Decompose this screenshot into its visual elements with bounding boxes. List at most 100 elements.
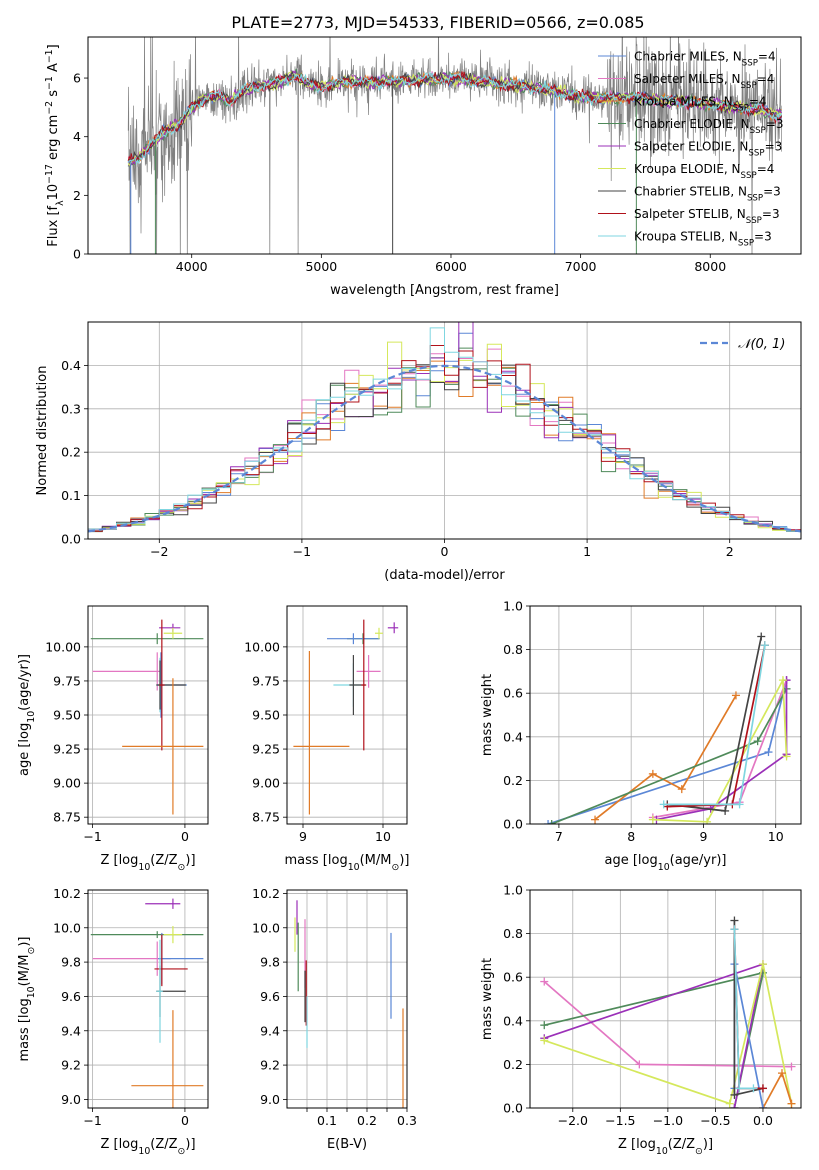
x-axis-label-part: age [log <box>605 853 658 868</box>
y-axis-label: Normed distribution <box>35 366 50 496</box>
x-tick-label: 9 <box>699 829 707 844</box>
panel-mass-vs-Z: −1 09.09.29.49.69.810.010.2Z [log10(Z/Z⊙)… <box>17 886 209 1157</box>
x-tick-label: 10 <box>768 829 784 844</box>
y-tick-label: 1.0 <box>503 883 523 898</box>
legend-label-part: SSP <box>738 239 754 249</box>
y-tick-label: 9.25 <box>252 742 280 757</box>
y-axis-label: mass weight <box>480 674 495 756</box>
x-tick-label: 5000 <box>305 259 337 274</box>
x-axis-label-part: ⊙ <box>695 1146 703 1157</box>
x-axis-label: E(B-V) <box>327 1137 367 1152</box>
x-axis-label-part: mass [log <box>285 853 348 868</box>
x-tick-label: −1.0 <box>653 1113 683 1128</box>
x-tick-label: −2 <box>150 544 168 559</box>
weight-line <box>544 971 765 1108</box>
x-axis-label-part: )] <box>185 1137 195 1152</box>
x-tick-label: −1 <box>83 1113 101 1128</box>
y-tick-label: 0.0 <box>61 532 81 547</box>
x-tick-label: 8000 <box>694 259 726 274</box>
y-tick-label: 9.25 <box>53 742 81 757</box>
y-tick-label: 9.75 <box>252 673 280 688</box>
y-tick-label: 6 <box>73 71 81 86</box>
model-spectrum-line <box>128 72 783 166</box>
y-axis-label-part: ] <box>46 44 61 49</box>
plot-area <box>88 322 801 533</box>
x-axis-label-part: 10 <box>348 862 360 873</box>
legend-label-part: =3 <box>765 140 783 154</box>
legend-label-part: Chabrier MILES, N <box>634 50 742 64</box>
y-tick-label: 8.75 <box>53 810 81 825</box>
legend-label: Kroupa STELIB, NSSP=3 <box>634 230 772 249</box>
x-axis-label-part: )] <box>703 1137 713 1152</box>
x-tick-label: −1 <box>293 544 311 559</box>
legend-label-part: Kroupa ELODIE, N <box>634 162 741 176</box>
x-tick-label: 7 <box>555 829 563 844</box>
y-axis-label-part: (M/M <box>17 955 32 987</box>
legend-label-part: =3 <box>754 230 772 244</box>
y-tick-label: 9.6 <box>260 989 280 1004</box>
plot-area <box>294 900 404 1108</box>
y-tick-label: 2 <box>73 188 81 203</box>
x-axis-label-part: (Z/Z <box>668 1137 695 1152</box>
y-tick-label: 9.4 <box>260 1023 280 1038</box>
y-tick-label: 10.00 <box>244 639 280 654</box>
y-axis-label-part: 10 <box>26 986 37 998</box>
weight-line <box>544 962 765 1108</box>
x-tick-label: −1 <box>83 829 101 844</box>
legend-label-part: Chabrier STELIB, N <box>634 185 747 199</box>
legend-label-part: Kroupa STELIB, N <box>634 230 738 244</box>
x-axis-label-part: (age/yr)] <box>670 853 727 868</box>
legend-label: Kroupa ELODIE, NSSP=4 <box>634 162 774 181</box>
x-axis-label-part: )] <box>185 853 195 868</box>
axes-frame <box>87 36 802 255</box>
axes-frame <box>286 605 408 825</box>
weight-line <box>656 680 788 821</box>
legend-label-part: =4 <box>757 72 775 86</box>
axes-frame <box>529 889 802 1109</box>
y-tick-label: 9.4 <box>61 1023 81 1038</box>
y-axis-label-part: −2 <box>44 101 55 115</box>
y-axis-label-part: age [log <box>17 723 32 776</box>
x-tick-label: −0.5 <box>700 1113 730 1128</box>
x-tick-label: −2.0 <box>558 1113 588 1128</box>
panel-residuals: −2 −1 0 1 2 0.0 0.1 0.2 0.3 0.4 𝒩(0, 1) (data-model… <box>35 321 802 583</box>
weight-line <box>594 694 737 821</box>
x-tick-label: 0 <box>181 1113 189 1128</box>
x-tick-label: 0.2 <box>357 1113 377 1128</box>
legend-label-part: =3 <box>763 185 781 199</box>
legend-label-part: Kroupa MILES, N <box>634 95 733 109</box>
legend-label-part: =4 <box>749 95 767 109</box>
y-axis-label: Flux [fλ10−17 erg cm−2 s−1 A−1] <box>44 44 66 246</box>
axes-frame <box>87 605 209 825</box>
y-tick-label: 0.6 <box>503 686 523 701</box>
weight-line <box>544 963 793 1105</box>
legend-label-part: =4 <box>757 162 775 176</box>
legend-label-part: =4 <box>758 50 776 64</box>
panel-spectrum: 4000 5000 6000 7000 8000 0 2 4 6 Chabrier MILES, … <box>44 36 802 298</box>
y-axis-label-part: Flux [f <box>46 205 61 246</box>
y-tick-label: 0.8 <box>503 642 523 657</box>
x-tick-label: 9 <box>299 829 307 844</box>
weight-line <box>652 676 788 823</box>
x-tick-label: 2 <box>726 544 734 559</box>
x-tick-label: 6000 <box>435 259 467 274</box>
x-axis-label-part: (M/M <box>360 853 392 868</box>
y-axis-label-part: s <box>46 90 61 101</box>
x-axis-label: mass [log10(M/M⊙)] <box>285 853 410 873</box>
y-axis-label: mass [log10(M/M⊙)] <box>17 937 37 1062</box>
x-tick-label: 8 <box>627 829 635 844</box>
x-axis-label: Z [log10(Z/Z⊙)] <box>100 853 195 873</box>
y-axis-label-part: erg cm <box>46 115 61 164</box>
x-axis-label: Z [log10(Z/Z⊙)] <box>100 1137 195 1157</box>
y-axis-label-part: 10 <box>46 184 61 201</box>
y-axis-label-part: A <box>46 63 61 76</box>
y-axis-label: age [log10(age/yr)] <box>17 654 37 776</box>
plot-area <box>544 632 791 824</box>
y-axis-label-part: (age/yr)] <box>17 654 32 711</box>
x-tick-label: 10 <box>375 829 391 844</box>
y-tick-label: 9.75 <box>53 673 81 688</box>
